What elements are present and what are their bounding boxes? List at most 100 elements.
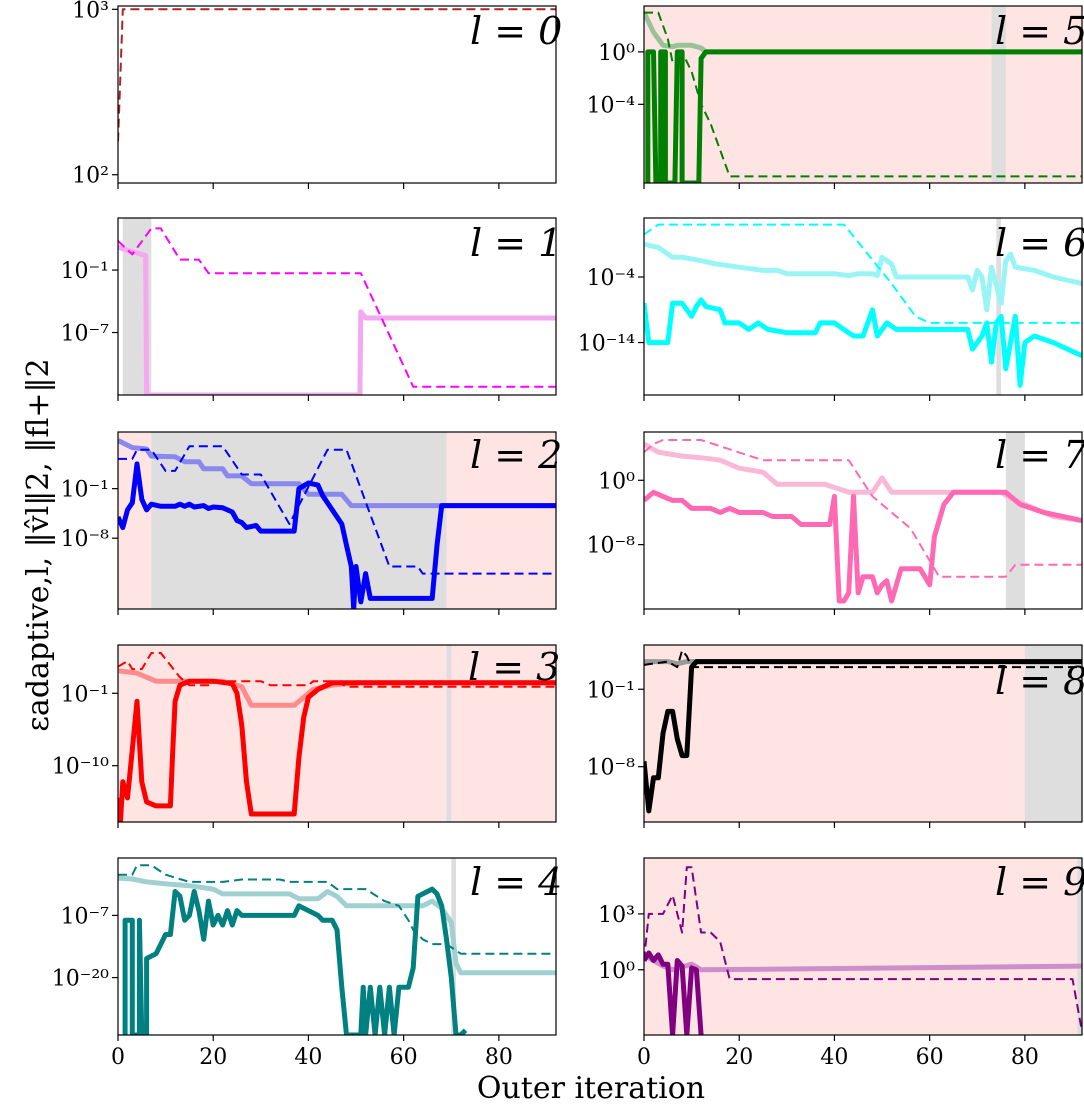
y-tick-label: 10⁰ (598, 959, 635, 984)
gray-span-0 (1077, 858, 1082, 1035)
gray-span-0 (996, 218, 1002, 395)
panel-frame (117, 857, 557, 1036)
panel-label: l = 2 (470, 433, 562, 477)
series-group (118, 652, 556, 822)
series-line-solid (118, 678, 556, 822)
x-tick-label: 40 (294, 1045, 322, 1070)
x-tick-label: 20 (199, 1045, 227, 1070)
series-line-dashed (644, 223, 1082, 324)
panel-frame (117, 217, 557, 396)
series-line-light (644, 241, 1082, 313)
gray-span-0 (446, 645, 452, 822)
panels-layer: 10² 10³ l = 0 10⁻¹ 10⁻⁷ l = 1 10⁻¹ 10⁻⁸ l = 2 10⁻… (52, 0, 1084, 1070)
panel-background (644, 858, 1082, 1035)
series-group (118, 438, 556, 609)
series-group (118, 864, 556, 1035)
series-line-dashed (644, 866, 1082, 1032)
gray-span-0 (1005, 432, 1025, 609)
series-group (644, 11, 1082, 183)
y-tick-label: 10⁻¹ (61, 682, 109, 707)
series-line-dashed (644, 649, 1082, 669)
series-line-solid (644, 489, 1082, 604)
y-tick-label: 10⁻⁷ (61, 322, 110, 347)
panel-5: 10⁰ 10⁻⁴ l = 5 (587, 5, 1084, 189)
y-tick-label: 10⁻¹ (587, 678, 635, 703)
y-tick-label: 10⁻⁷ (61, 904, 110, 929)
series-group (118, 227, 556, 395)
series-line-solid (644, 950, 704, 1035)
y-tick-label: 10⁻⁴ (587, 93, 636, 118)
panel-label: l = 9 (995, 860, 1084, 904)
panel-frame (643, 5, 1083, 184)
y-tick-label: 10⁻¹ (61, 478, 109, 503)
panel-background (644, 645, 1082, 822)
series-line-solid (644, 297, 1082, 388)
y-tick-label: 10⁻¹⁴ (578, 332, 635, 357)
series-line-solid (122, 886, 468, 1035)
panel-label: l = 1 (470, 221, 562, 265)
panel-frame (643, 217, 1083, 396)
panel-8: 10⁻¹ 10⁻⁸ l = 8 (587, 644, 1084, 828)
series-line-light (118, 875, 556, 976)
series-line-dashed (118, 864, 556, 955)
series-line-dashed (118, 652, 556, 688)
x-tick-label: 40 (820, 1045, 848, 1070)
panel-frame (117, 5, 557, 184)
panel-label: l = 8 (995, 659, 1084, 703)
series-group (644, 866, 1082, 1035)
y-tick-label: 10⁻⁸ (61, 527, 110, 552)
series-line-dashed (118, 227, 556, 388)
y-tick-label: 10⁻¹⁰ (52, 755, 109, 780)
series-line-dashed (644, 439, 1082, 578)
panel-label: l = 6 (995, 221, 1084, 265)
series-group (644, 649, 1082, 814)
panel-label: l = 7 (995, 433, 1084, 477)
panel-frame (643, 857, 1083, 1036)
gray-span-0 (1024, 645, 1082, 822)
y-tick-label: 10⁻⁴ (587, 266, 636, 291)
panel-label: l = 3 (468, 645, 560, 689)
y-tick-label: 10⁻⁸ (587, 756, 636, 781)
panel-background (644, 6, 1082, 183)
y-axis-title: εadaptive,l, ‖v̂l‖2, ‖fl+‖2 (21, 358, 56, 731)
y-tick-label: 10⁻⁸ (587, 534, 636, 559)
panel-9: 0 20 40 60 80 10³ 10⁰ l = 9 (598, 857, 1084, 1070)
y-tick-label: 10⁻¹ (61, 259, 109, 284)
panel-background (118, 645, 556, 822)
panel-6: 10⁻⁴ 10⁻¹⁴ l = 6 (578, 217, 1084, 401)
panel-frame (117, 431, 557, 610)
y-tick-label: 10² (72, 164, 109, 189)
gray-span-0 (151, 432, 447, 609)
x-tick-label: 60 (390, 1045, 418, 1070)
y-tick-label: 10⁻²⁰ (52, 967, 109, 992)
y-tick-label: 10³ (598, 903, 635, 928)
panel-frame (643, 431, 1083, 610)
series-line-dashed (644, 11, 1082, 178)
panel-7: 10⁰ 10⁻⁸ l = 7 (587, 431, 1084, 615)
series-line-solid (645, 49, 1082, 183)
x-tick-label: 80 (485, 1045, 513, 1070)
series-line-dashed (118, 8, 556, 142)
panel-4: 0 20 40 60 80 10⁻⁷ 10⁻²⁰ l = 4 (52, 857, 562, 1070)
x-tick-label: 0 (637, 1045, 651, 1070)
panel-3: 10⁻¹ 10⁻¹⁰ l = 3 (52, 644, 560, 828)
series-group (644, 439, 1082, 604)
panel-label: l = 5 (995, 9, 1084, 53)
x-tick-label: 20 (725, 1045, 753, 1070)
series-group (644, 223, 1082, 388)
series-line-solid (118, 461, 556, 609)
y-tick-label: 10³ (72, 0, 109, 23)
y-tick-label: 10⁰ (598, 469, 635, 494)
panel-label: l = 0 (470, 9, 562, 53)
series-group (118, 8, 556, 142)
panel-label: l = 4 (470, 860, 562, 904)
series-line-dashed (118, 445, 556, 575)
x-tick-label: 0 (111, 1045, 125, 1070)
x-tick-label: 60 (916, 1045, 944, 1070)
panel-frame (643, 644, 1083, 823)
x-axis-title: Outer iteration (477, 1071, 705, 1106)
y-tick-label: 10⁰ (598, 41, 635, 66)
panel-frame (117, 644, 557, 823)
panel-0: 10² 10³ l = 0 (72, 0, 562, 189)
